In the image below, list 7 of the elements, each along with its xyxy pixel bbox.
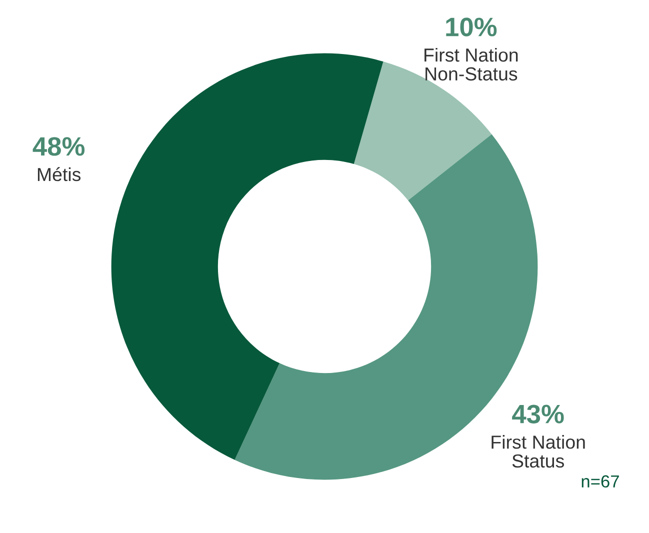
text: n=67: [582, 475, 619, 488]
slice-label: Métis: [38, 167, 81, 182]
data-label: 10%: [446, 18, 497, 36]
data-label: 43%: [512, 404, 564, 424]
slice-label: First Nation Status: [492, 435, 585, 468]
slice-label: First Nation Non-Status: [424, 48, 518, 81]
data-label: 48%: [32, 137, 85, 156]
